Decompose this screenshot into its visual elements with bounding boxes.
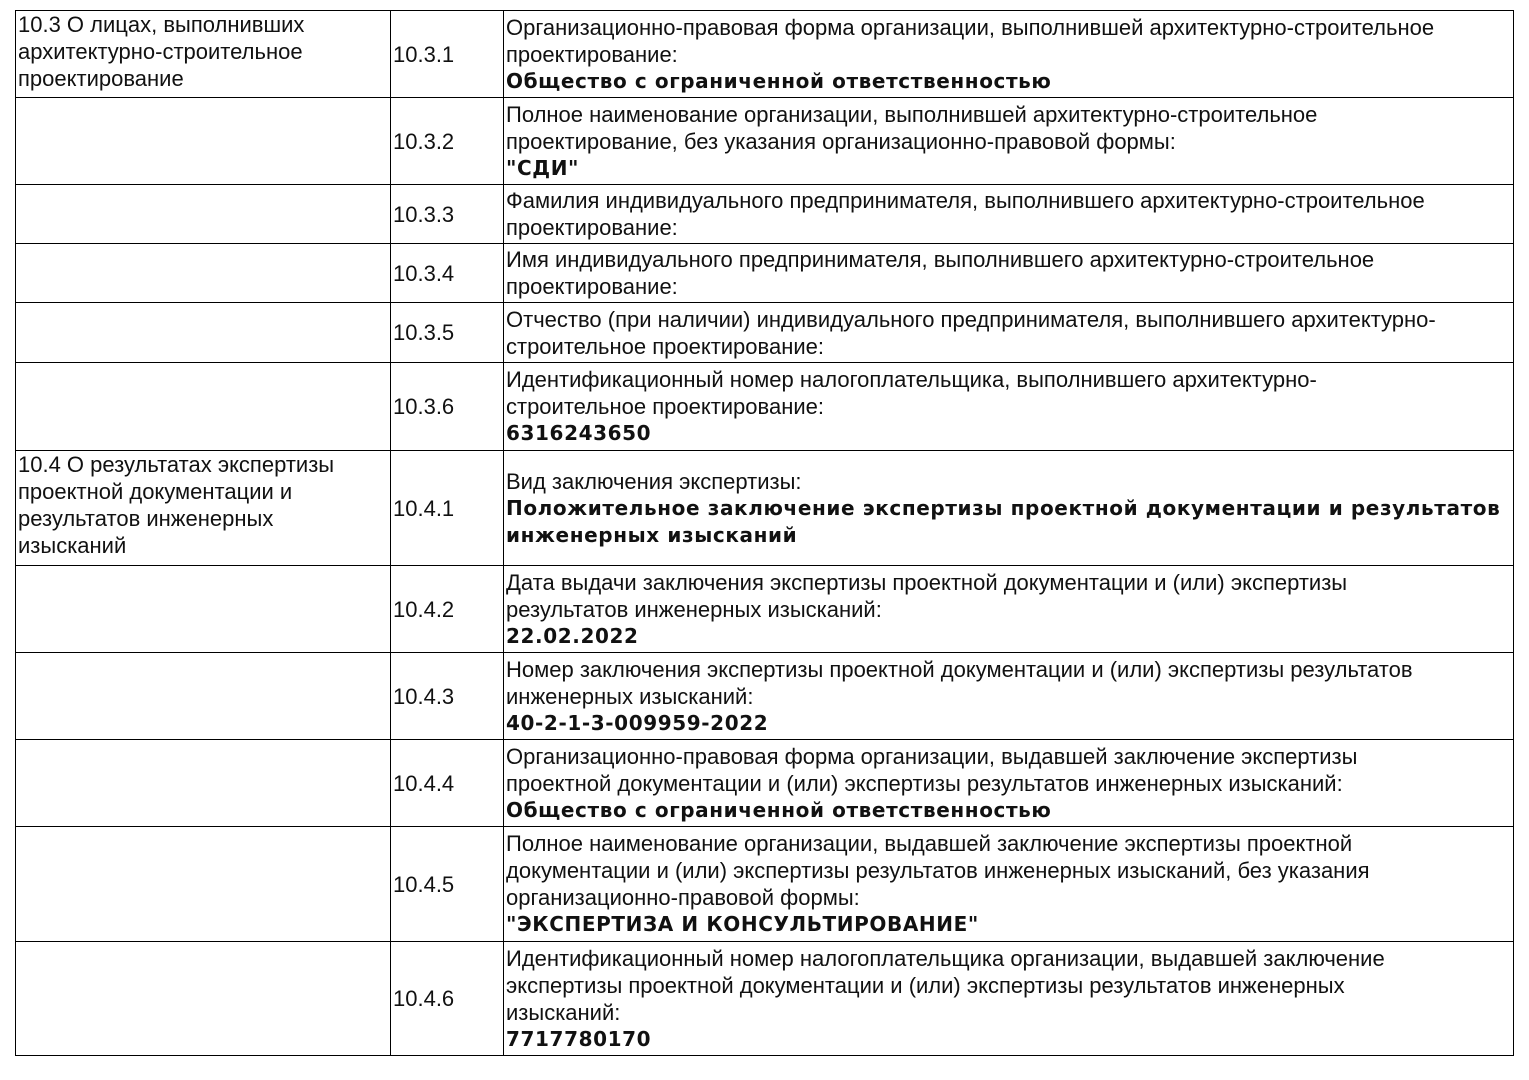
section-cell: 10.3 О лицах, выполнивших архитектурно-с… [15,10,391,98]
item-label: Фамилия индивидуального предпринимателя,… [506,188,1425,240]
item-label: Полное наименование организации, выдавше… [506,831,1370,910]
item-value: 7717780170 [506,1026,652,1051]
item-content: Отчество (при наличии) индивидуального п… [503,302,1514,363]
item-label: Организационно-правовая форма организаци… [506,743,1358,796]
table-row: 10.3.2 Полное наименование организации, в… [15,97,1514,185]
item-content: Организационно-правовая форма организаци… [503,739,1514,827]
item-value: 22.02.2022 [506,623,639,648]
section-cell [15,243,391,303]
section-cell: 10.4 О результатах экспертизы проектной … [15,450,391,566]
item-code: 10.4.3 [390,652,504,740]
section-cell [15,826,391,942]
table-row: 10.4.2 Дата выдачи заключения экспертизы … [15,565,1514,653]
item-code: 10.4.5 [390,826,504,942]
item-content: Вид заключения экспертизы: Положительное … [503,450,1514,566]
table-row: 10.3.3 Фамилия индивидуального предприним… [15,184,1514,244]
section-cell [15,184,391,244]
section-cell [15,362,391,451]
table-row: 10.3.4 Имя индивидуального предпринимател… [15,243,1514,303]
section-cell [15,739,391,827]
item-label: Отчество (при наличии) индивидуального п… [506,306,1436,359]
item-content: Полное наименование организации, выдавше… [503,826,1514,942]
item-code: 10.3.3 [390,184,504,244]
item-content: Номер заключения экспертизы проектной до… [503,652,1514,740]
item-code: 10.3.5 [390,302,504,363]
item-label: Имя индивидуального предпринимателя, вып… [506,247,1375,299]
section-cell [15,302,391,363]
item-label: Вид заключения экспертизы: [506,468,802,494]
item-value: 40-2-1-3-009959-2022 [506,710,769,735]
item-content: Фамилия индивидуального предпринимателя,… [503,184,1514,244]
item-value: "ЭКСПЕРТИЗА И КОНСУЛЬТИРОВАНИЕ" [506,912,979,936]
item-content: Имя индивидуального предпринимателя, вып… [503,243,1514,303]
item-code: 10.3.4 [390,243,504,303]
item-code: 10.3.2 [390,97,504,185]
item-code: 10.3.1 [390,10,504,98]
table-row: 10.3.6 Идентификационный номер налогоплат… [15,362,1514,451]
item-value: "СДИ" [506,155,580,180]
item-code: 10.3.6 [390,362,504,451]
table-row: 10.4.6 Идентификационный номер налогоплат… [15,941,1514,1056]
item-code: 10.4.6 [390,941,504,1056]
item-label: Дата выдачи заключения экспертизы проект… [506,569,1348,622]
table-row: 10.3.5 Отчество (при наличии) индивидуаль… [15,302,1514,363]
item-label: Полное наименование организации, выполни… [506,101,1318,154]
item-content: Идентификационный номер налогоплательщик… [503,941,1514,1056]
item-content: Дата выдачи заключения экспертизы проект… [503,565,1514,653]
section-cell [15,652,391,740]
item-value: 6316243650 [506,421,652,445]
item-code: 10.4.1 [390,450,504,566]
item-content: Полное наименование организации, выполни… [503,97,1514,185]
section-cell [15,941,391,1056]
item-code: 10.4.4 [390,739,504,827]
item-label: Организационно-правовая форма организаци… [506,14,1435,67]
table-row: 10.4.4 Организационно-правовая форма орга… [15,739,1514,827]
item-label: Идентификационный номер налогоплательщик… [506,945,1385,1025]
item-value: Общество с ограниченной ответственностью [506,68,1052,93]
section-cell [15,565,391,653]
item-content: Идентификационный номер налогоплательщик… [503,362,1514,451]
declaration-table: 10.3 О лицах, выполнивших архитектурно-с… [15,10,1514,1056]
item-code: 10.4.2 [390,565,504,653]
item-value: Общество с ограниченной ответственностью [506,797,1052,822]
item-label: Номер заключения экспертизы проектной до… [506,656,1413,709]
table-row: 10.4.5 Полное наименование организации, в… [15,826,1514,942]
section-cell [15,97,391,185]
item-content: Организационно-правовая форма организаци… [503,10,1514,98]
item-value: Положительное заключение экспертизы прое… [506,495,1501,547]
table-row: 10.4.3 Номер заключения экспертизы проект… [15,652,1514,740]
table-row: 10.3 О лицах, выполнивших архитектурно-с… [15,10,1514,98]
table-row: 10.4 О результатах экспертизы проектной … [15,450,1514,566]
item-label: Идентификационный номер налогоплательщик… [506,367,1317,419]
